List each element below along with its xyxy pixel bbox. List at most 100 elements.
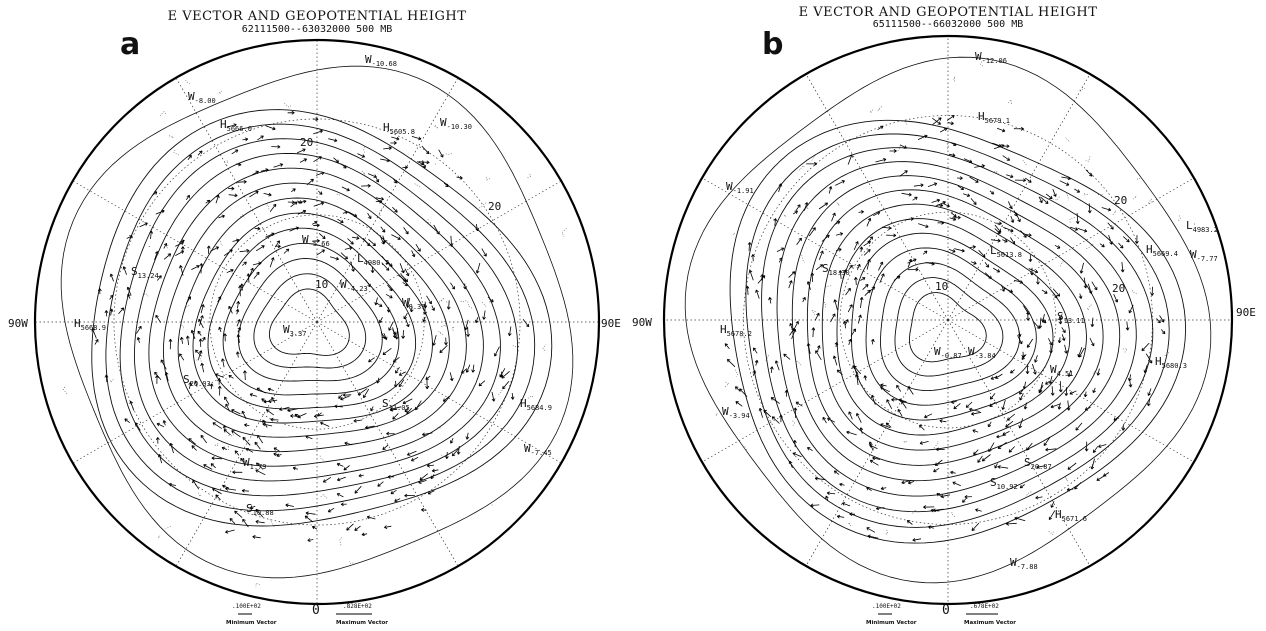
e-vector-arrow [225,487,237,491]
coastline [714,413,719,416]
e-vector-arrow [209,383,214,390]
e-vector-arrow [127,293,131,299]
e-vector-arrow [942,202,950,208]
e-vector-arrow [969,407,980,412]
e-vector-arrow [1087,203,1092,214]
e-vector-arrow [316,249,325,256]
e-vector-arrow [199,263,204,274]
e-vector-arrow [290,414,301,418]
e-vector-arrow [1010,215,1015,223]
e-vector-arrow [235,351,240,358]
e-vector-arrow [995,373,1003,379]
center-marker: S20.03 [183,373,211,388]
e-vector-arrow [175,241,184,247]
latitude-circle [839,211,1057,429]
height-contour [745,133,1170,528]
e-vector-arrow [431,468,439,473]
e-vector-arrow [856,263,861,270]
e-vector-arrow [340,502,347,507]
e-vector-arrow [402,282,409,287]
coastline [446,153,453,155]
e-vector-arrow [411,250,416,258]
coastline [225,160,229,165]
e-vector-arrow [368,357,375,363]
e-vector-arrow [971,522,980,531]
e-vector-arrow [724,343,730,349]
coastline [441,324,449,327]
e-vector-arrow [311,526,318,530]
e-vector-arrow [969,176,979,183]
e-vector-arrow [139,222,148,228]
e-vector-arrow [352,236,360,240]
e-vector-arrow [827,417,836,423]
center-marker: H5671.6 [1055,508,1087,523]
e-vector-arrow [845,287,851,296]
e-vector-arrow [896,384,902,392]
e-vector-arrow [97,288,102,295]
coastline [181,324,184,330]
e-vector-arrow [155,209,165,215]
e-vector-arrow [380,158,390,163]
coastline [823,301,826,308]
e-vector-arrow [776,247,785,252]
e-vector-arrow [962,497,967,503]
e-vector-arrow [347,238,354,245]
e-vector-arrow [392,178,397,184]
e-vector-arrow [970,198,977,205]
coastline [185,80,191,85]
e-vector-arrow [149,230,154,240]
e-vector-arrow [1113,415,1121,421]
meridian-line [316,321,562,464]
e-vector-arrow [236,179,247,184]
e-vector-arrow [409,306,414,313]
e-vector-arrow [880,423,891,428]
e-vector-arrow [465,364,471,373]
e-vector-arrow [1014,516,1026,522]
e-vector-arrow [834,341,839,348]
e-vector-arrow [327,507,335,513]
coastline [217,90,222,95]
e-vector-arrow [399,263,405,274]
svg-text:H5605.8: H5605.8 [383,121,415,136]
e-vector-arrow [997,465,1009,469]
e-vector-arrow [803,202,809,211]
center-marker: S10.88 [246,502,274,517]
e-vector-arrow [481,248,487,257]
e-vector-arrow [996,434,1007,439]
e-vector-arrow [361,532,368,537]
e-vector-arrow [850,328,856,337]
e-vector-arrow [898,398,907,403]
center-marker: H5680.3 [1155,355,1187,370]
e-vector-arrow [406,407,412,415]
e-vector-arrow [783,353,791,360]
e-vector-arrow [906,217,914,221]
e-vector-arrow [387,475,395,479]
e-vector-arrow [252,261,262,266]
e-vector-arrow [135,422,141,431]
lon-label-90e: 90E [1236,306,1256,319]
vector-legend-b: .100E+02 Minimum Vector 0 .678E+02 Maxim… [866,603,1016,626]
e-vector-arrow [1003,226,1014,233]
height-contour [821,203,1087,451]
legend-min-label: Minimum Vector [226,620,277,626]
e-vector-arrow [1146,398,1151,407]
e-vector-arrow [357,153,366,158]
e-vector-arrow [215,494,221,501]
e-vector-arrow [1058,381,1063,393]
center-marker: W-8.00 [188,90,216,105]
e-vector-arrow [241,410,247,420]
e-vector-arrow [1030,267,1034,276]
coastline [804,207,809,210]
height-contour [207,227,417,410]
coastline [1148,198,1153,204]
e-vector-arrow [210,246,220,252]
coastline [363,146,365,153]
e-vector-arrow [867,236,873,244]
coastline [446,301,448,303]
height-contour [909,292,987,363]
e-vector-arrow [974,164,985,168]
e-vector-arrow [185,335,190,346]
e-vector-arrow [739,388,748,397]
e-vector-arrow [1007,201,1013,210]
